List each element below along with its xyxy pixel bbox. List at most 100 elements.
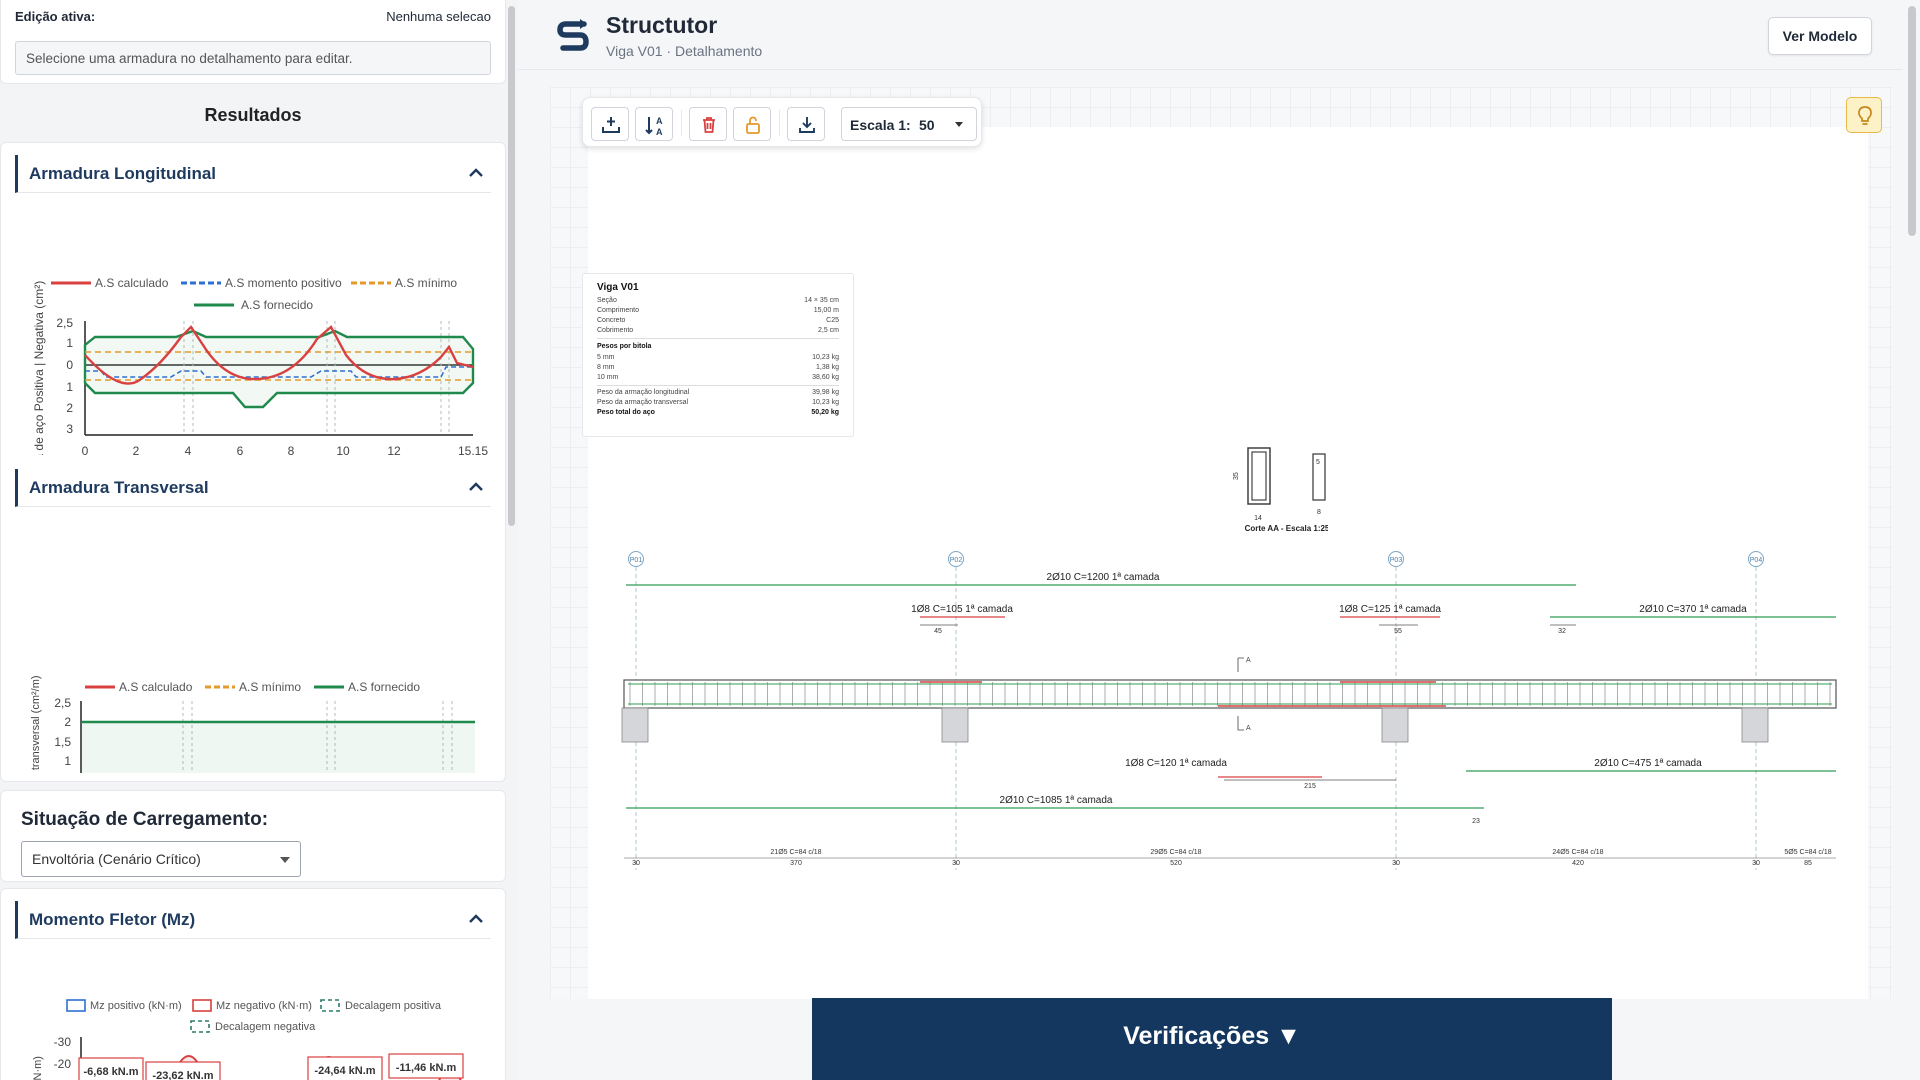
caret-down-icon: [955, 122, 963, 127]
scale-select[interactable]: Escala 1: 50: [841, 107, 977, 141]
info-row: Seção 14 × 35 cm: [597, 297, 839, 304]
trash-icon: [703, 117, 715, 133]
delete-button[interactable]: [689, 107, 727, 141]
add-bar-button[interactable]: [591, 107, 629, 141]
pillar-label: P02: [950, 557, 963, 564]
transversal-header[interactable]: Armadura Transversal: [15, 469, 491, 507]
legend-label: A.S momento positivo: [225, 276, 342, 290]
app-subtitle: Viga V01 · Detalhamento: [606, 43, 763, 59]
x-tick-label: 0: [82, 444, 89, 455]
y-tick-label: 2: [66, 401, 73, 415]
legend-label: Decalagem negativa: [215, 1021, 316, 1033]
section-caption: Corte AA - Escala 1:25: [1245, 524, 1328, 533]
bar-label: 1Ø8 C=120 1ª camada: [1125, 758, 1227, 769]
beam-info-title: Viga V01: [597, 282, 639, 293]
edit-input[interactable]: Selecione uma armadura no detalhamento p…: [15, 41, 491, 75]
app-header: Structutor Viga V01 · Detalhamento Ver M…: [518, 0, 1902, 70]
longitudinal-header[interactable]: Armadura Longitudinal: [15, 155, 491, 193]
y-tick-label: 2,5: [54, 696, 71, 710]
tips-button[interactable]: [1846, 97, 1882, 133]
legend-swatch: [66, 999, 86, 1012]
app-title: Structutor: [606, 12, 718, 38]
moment-value-box: [145, 1061, 221, 1080]
support-block: [941, 707, 969, 743]
y-tick-label: 2,5: [56, 316, 73, 330]
support-block: [621, 707, 649, 743]
y-tick-label: 1: [66, 380, 73, 394]
x-tick-label: 15,15: [458, 444, 488, 455]
y-tick-label: -30: [54, 1035, 72, 1049]
stirrup-label: 24Ø5 C=84 c/18: [1552, 849, 1603, 856]
dim-label: 55: [1394, 628, 1402, 635]
legend-label: A.S fornecido: [348, 680, 420, 694]
support-dim-label: 30: [952, 860, 960, 867]
span-label: 520: [1170, 860, 1182, 867]
beam-detail-drawing[interactable]: P01 P02 P03 P04 A A 2Ø10 C=1200 1ª camada 1Ø8 C…: [518, 540, 1902, 880]
scale-label: Escala 1:: [850, 117, 911, 133]
y-tick-label: 1: [64, 754, 71, 768]
bar-label: 2Ø10 C=1200 1ª camada: [1047, 572, 1160, 583]
add-bar-icon: [602, 117, 620, 133]
info-row: Peso da armação transversal 10,23 kg: [597, 399, 839, 406]
moment-value-label: -11,46 kN.m: [396, 1062, 457, 1074]
legend-swatch: [192, 999, 212, 1012]
ver-modelo-button[interactable]: Ver Modelo: [1768, 17, 1872, 55]
support-dim-label: 30: [1752, 860, 1760, 867]
chevron-up-icon[interactable]: [467, 164, 485, 182]
moment-value-box: [388, 1053, 464, 1079]
x-tick-label: 4: [185, 444, 192, 455]
pillar-marker: [1388, 551, 1404, 567]
support-dim-label: 30: [1392, 860, 1400, 867]
x-tick-label: 8: [288, 444, 295, 455]
stirrup-label: 5Ø5 C=84 c/18: [1784, 849, 1831, 856]
as-fornecido-line: [83, 329, 475, 409]
y-axis-label: Área de aço transversal (cm²/m): [29, 675, 42, 773]
cut-mark: [1237, 716, 1244, 731]
pesos-title: Pesos por bitola: [597, 343, 652, 350]
verificacoes-button[interactable]: Verificações ▼: [812, 998, 1612, 1080]
dim-label: 23: [1472, 818, 1480, 825]
momento-header[interactable]: Momento Fletor (Mz): [15, 901, 491, 939]
support-block: [1741, 707, 1769, 743]
section-width-dim: 14: [1254, 515, 1262, 522]
info-row: 8 mm 1,38 kg: [597, 364, 839, 371]
legend-swatch: [320, 999, 340, 1012]
download-button[interactable]: [787, 107, 825, 141]
stirrup-shape: [1312, 453, 1326, 501]
info-row: Comprimento 15,00 m: [597, 307, 839, 314]
right-scrollbar-thumb[interactable]: [1908, 6, 1916, 236]
edit-card: Edição ativa: Nenhuma selecao Selecione …: [0, 0, 506, 84]
carregamento-select[interactable]: Envoltória (Cenário Crítico): [21, 841, 301, 877]
span-label: 370: [790, 860, 802, 867]
structutor-logo-icon: [557, 19, 589, 51]
left-scrollbar-thumb[interactable]: [508, 6, 515, 526]
longitudinal-title: Armadura Longitudinal: [29, 164, 216, 183]
chevron-up-icon[interactable]: [467, 478, 485, 496]
moment-value-box: [307, 1056, 383, 1080]
x-tick-label: 2: [133, 444, 140, 455]
y-tick-label: 1: [66, 336, 73, 350]
lock-button[interactable]: [733, 107, 771, 141]
chevron-up-icon[interactable]: [467, 910, 485, 928]
longitudinal-chart: A.S calculado A.S momento positivo A.S mín…: [31, 276, 488, 455]
moment-value-box: [78, 1057, 144, 1080]
stirrup-label: 21Ø5 C=84 c/18: [770, 849, 821, 856]
download-icon: [799, 117, 815, 133]
y-tick-label: 3: [66, 422, 73, 436]
as-fornecido-area: [81, 722, 475, 773]
carregamento-title: Situação de Carregamento:: [21, 809, 269, 830]
section-height-dim: 35: [1233, 472, 1240, 480]
svg-text:A: A: [656, 116, 663, 126]
stirrup-label: 29Ø5 C=84 c/18: [1150, 849, 1201, 856]
bar-label: 2Ø10 C=370 1ª camada: [1639, 604, 1747, 615]
pillar-label: P01: [630, 557, 643, 564]
stirrup-top-dim: 5: [1316, 459, 1320, 466]
legend-swatch: [190, 1020, 210, 1033]
pillar-marker: [628, 551, 644, 567]
info-row: Peso da armação longitudinal 39,98 kg: [597, 389, 839, 396]
stirrup-width-dim: 8: [1317, 509, 1321, 516]
y-axis-label: kN·m): [32, 1056, 44, 1080]
